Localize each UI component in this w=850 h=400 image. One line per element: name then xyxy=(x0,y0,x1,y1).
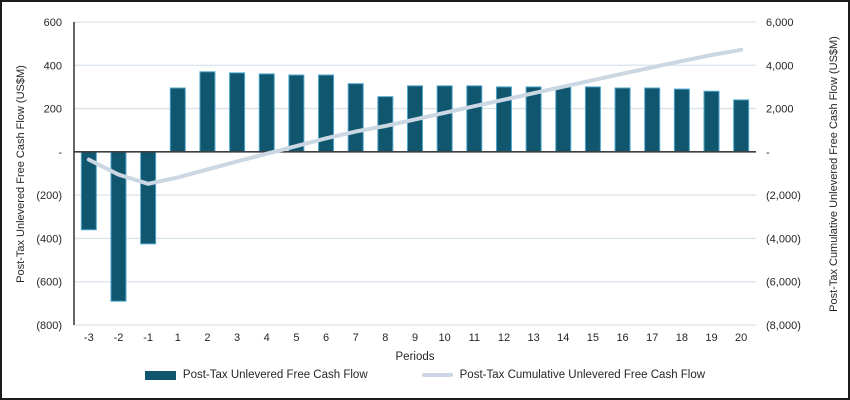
legend-label-line-series: Post-Tax Cumulative Unlevered Free Cash … xyxy=(459,369,706,381)
bar-period-18[interactable] xyxy=(673,88,690,153)
x-tick-label: -3 xyxy=(84,332,94,344)
x-tick-label: 17 xyxy=(646,332,658,344)
x-tick-label: 11 xyxy=(469,332,480,344)
x-tick-label: 1 xyxy=(175,332,181,344)
legend-item-line-series[interactable]: Post-Tax Cumulative Unlevered Free Cash … xyxy=(421,369,706,381)
bar-period-14[interactable] xyxy=(555,86,572,153)
bar-period-20[interactable] xyxy=(733,99,750,153)
x-tick-label: 16 xyxy=(616,332,628,344)
x-tick-label: 2 xyxy=(204,332,210,344)
left-y-axis-title: Post-Tax Unlevered Free Cash Flow (US$M) xyxy=(15,65,27,283)
right-y-tick-label: (8,000) xyxy=(766,320,801,332)
line-series-swatch-icon xyxy=(421,373,453,377)
right-y-tick-label: 2,000 xyxy=(766,104,794,116)
left-y-tick-label: - xyxy=(58,147,62,159)
bar-period-7[interactable] xyxy=(347,83,364,153)
left-y-tick-label: (400) xyxy=(36,233,62,245)
right-y-tick-label: 6,000 xyxy=(766,17,794,29)
bar-period-15[interactable] xyxy=(584,86,601,153)
x-tick-label: 4 xyxy=(264,332,270,344)
bar-period-2[interactable] xyxy=(199,71,216,153)
left-y-tick-label: 400 xyxy=(44,60,62,72)
bar-period-17[interactable] xyxy=(644,87,661,153)
bar-period-11[interactable] xyxy=(466,85,483,153)
left-y-tick-label: 200 xyxy=(44,104,62,116)
x-axis-title: Periods xyxy=(395,351,435,363)
x-tick-label: 8 xyxy=(382,332,388,344)
legend: Post-Tax Unlevered Free Cash Flow Post-T… xyxy=(2,369,848,381)
left-y-tick-label: (600) xyxy=(36,277,62,289)
x-tick-label: 15 xyxy=(587,332,599,344)
right-y-tick-label: (2,000) xyxy=(766,190,801,202)
x-tick-label: 7 xyxy=(353,332,359,344)
right-y-tick-label: (6,000) xyxy=(766,277,801,289)
right-y-tick-label: - xyxy=(766,147,770,159)
bar-period-3[interactable] xyxy=(229,72,246,153)
bar-period-5[interactable] xyxy=(288,74,305,153)
right-y-tick-label: (4,000) xyxy=(766,233,801,245)
cumulative-line[interactable] xyxy=(86,47,744,186)
bar-period-16[interactable] xyxy=(614,87,631,153)
left-y-tick-label: 600 xyxy=(44,17,62,29)
x-tick-label: 19 xyxy=(705,332,717,344)
left-y-tick-label: (800) xyxy=(36,320,62,332)
x-tick-label: 12 xyxy=(498,332,510,344)
legend-item-bar-series[interactable]: Post-Tax Unlevered Free Cash Flow xyxy=(144,369,368,381)
x-tick-label: -1 xyxy=(143,332,153,344)
x-tick-label: 13 xyxy=(527,332,539,344)
legend-label-bar-series: Post-Tax Unlevered Free Cash Flow xyxy=(182,369,368,381)
bar-period-4[interactable] xyxy=(258,73,275,153)
bar-period-13[interactable] xyxy=(525,86,542,153)
x-tick-label: 20 xyxy=(735,332,747,344)
x-tick-label: 10 xyxy=(439,332,451,344)
x-tick-label: 14 xyxy=(557,332,569,344)
bar-period-1[interactable] xyxy=(169,87,186,153)
bar-period-10[interactable] xyxy=(436,85,453,153)
right-y-axis-title: Post-Tax Cumulative Unlevered Free Cash … xyxy=(828,36,840,312)
x-tick-label: 18 xyxy=(676,332,688,344)
x-tick-label: 5 xyxy=(293,332,299,344)
x-tick-label: 3 xyxy=(234,332,240,344)
x-tick-label: 9 xyxy=(412,332,418,344)
right-y-tick-label: 4,000 xyxy=(766,60,794,72)
bar-series-swatch-icon xyxy=(144,370,176,380)
bar-period--1[interactable] xyxy=(140,151,157,245)
left-y-tick-label: (200) xyxy=(36,190,62,202)
bar-period-19[interactable] xyxy=(703,90,720,153)
x-tick-label: 6 xyxy=(323,332,329,344)
x-tick-label: -2 xyxy=(114,332,124,344)
